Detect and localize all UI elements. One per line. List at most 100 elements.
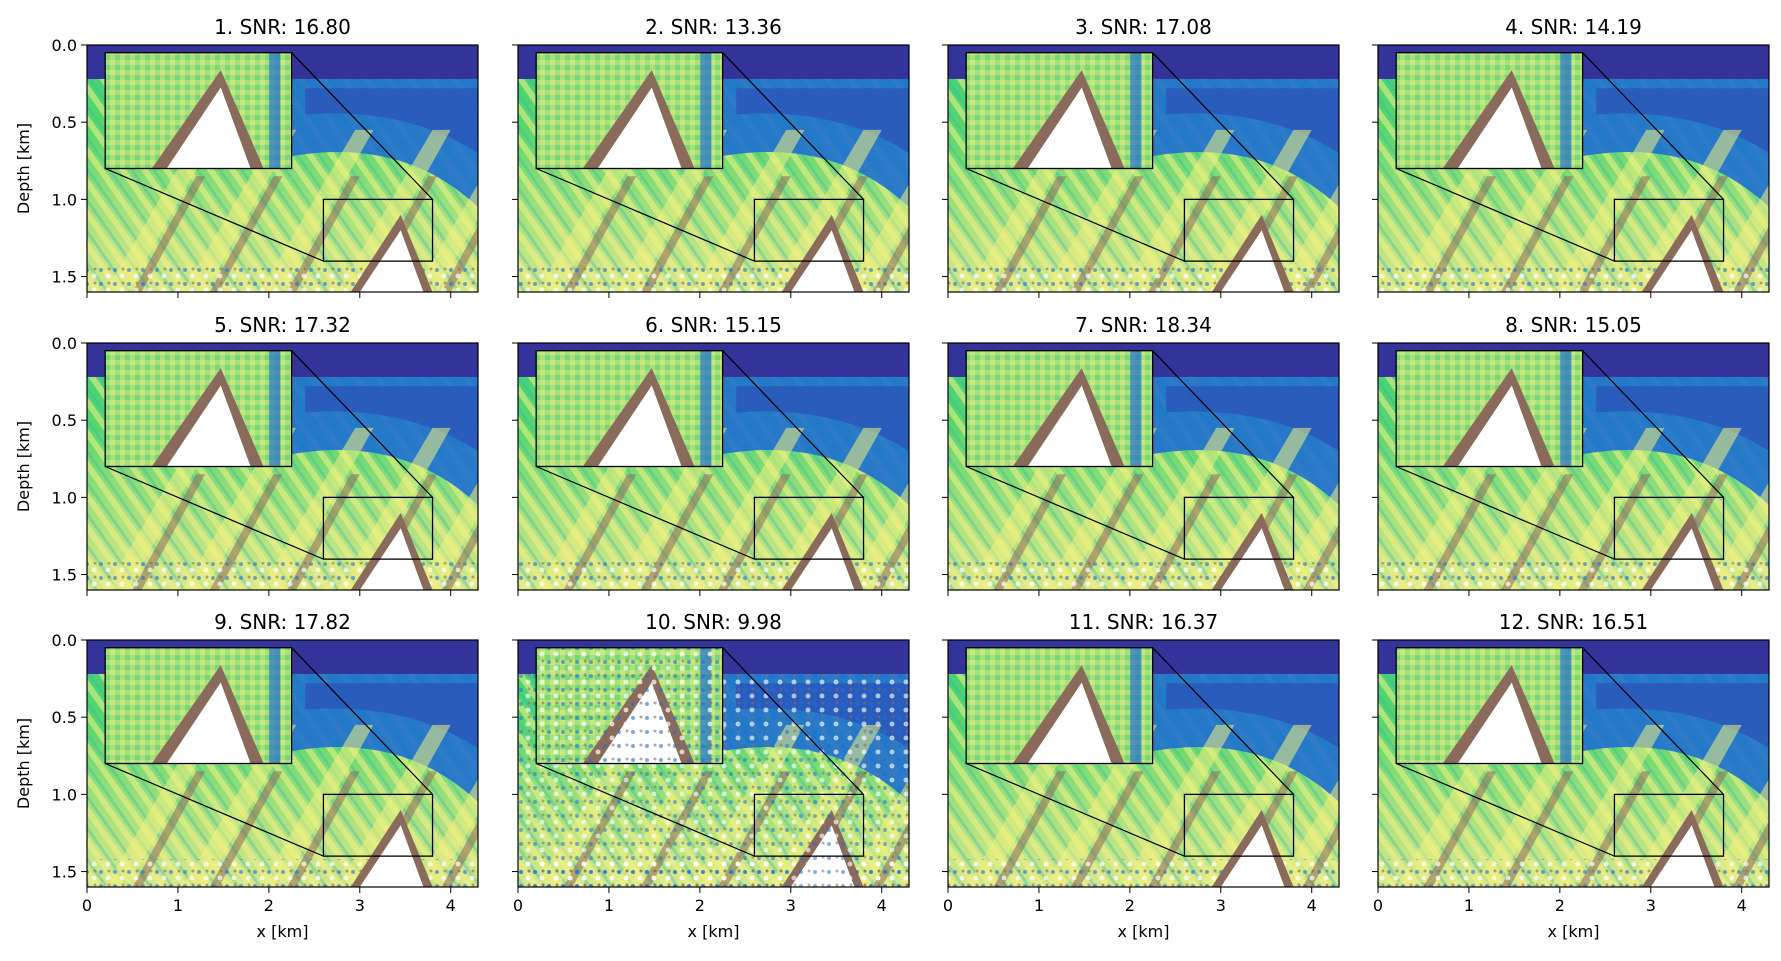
y-tick-label: 0.0 [52, 36, 77, 55]
x-tick-label: 0 [82, 896, 92, 915]
x-tick-label: 4 [1737, 896, 1747, 915]
zoom-region-box [1613, 793, 1725, 857]
y-tick-label: 1.0 [52, 488, 77, 507]
x-tick-label: 0 [943, 896, 953, 915]
axes-frame [947, 342, 1340, 591]
panel-title: 7. SNR: 18.34 [1075, 313, 1212, 337]
connector-line [291, 52, 433, 200]
zoom-region-box [1183, 793, 1295, 857]
x-tick-label: 1 [1034, 896, 1044, 915]
x-axis-label: x [km] [1548, 922, 1600, 941]
zoom-region-box [753, 198, 865, 262]
zoom-inset [535, 647, 724, 765]
y-tick-label: 1.5 [52, 268, 77, 287]
connector-line [1152, 52, 1294, 200]
zoom-inset [1395, 647, 1584, 765]
zoom-inset [965, 52, 1154, 170]
x-tick-label: 3 [786, 896, 796, 915]
axes-frame [1377, 342, 1770, 591]
connector-line [965, 762, 1185, 857]
axes-frame [86, 639, 479, 888]
velocity-image [518, 343, 909, 590]
panel-title: 3. SNR: 17.08 [1075, 15, 1212, 39]
panel-title: 9. SNR: 17.82 [214, 610, 351, 634]
zoom-region-box [753, 793, 865, 857]
zoom-region-box [322, 198, 434, 262]
connector-line [291, 647, 433, 795]
x-tick-label: 2 [264, 896, 274, 915]
y-axis-label: Depth [km] [14, 123, 33, 214]
panel-6: 6. SNR: 15.15 [512, 313, 910, 596]
connector-line [1395, 762, 1615, 857]
zoom-region-box [1613, 496, 1725, 560]
panel-title: 6. SNR: 15.15 [645, 313, 782, 337]
panel-10: 10. SNR: 9.98 0 1 2 3 4 x [km] [512, 610, 910, 941]
connector-line [722, 647, 864, 795]
zoom-inset [104, 52, 293, 170]
y-tick-label: 1.0 [52, 785, 77, 804]
zoom-region-box [753, 496, 865, 560]
panel-3: 3. SNR: 17.08 [942, 15, 1340, 298]
panel-2: 2. SNR: 13.36 [512, 15, 910, 298]
zoom-inset [104, 647, 293, 765]
connector-line [104, 762, 324, 857]
axes-frame [947, 44, 1340, 293]
panel-1: 1. SNR: 16.80 0.0 0.5 1.0 1.5 Depth [km] [14, 15, 479, 298]
y-tick-label: 0.0 [52, 334, 77, 353]
zoom-inset [104, 350, 293, 468]
x-tick-label: 2 [695, 896, 705, 915]
axes-frame [86, 342, 479, 591]
connector-line [965, 167, 1185, 262]
x-tick-label: 3 [1216, 896, 1226, 915]
panel-9: 9. SNR: 17.82 0 1 2 3 4 0.0 0.5 1.0 1.5 x [km] Dept… [14, 610, 479, 941]
x-tick-label: 0 [513, 896, 523, 915]
panel-title: 10. SNR: 9.98 [645, 610, 782, 634]
zoom-region-box [322, 496, 434, 560]
zoom-inset [535, 52, 724, 170]
y-axis-label: Depth [km] [14, 421, 33, 512]
y-tick-label: 0.5 [52, 411, 77, 430]
panel-12: 12. SNR: 16.51 0 1 2 3 4 x [km] [1372, 610, 1770, 941]
connector-line [535, 167, 755, 262]
x-axis-label: x [km] [257, 922, 309, 941]
axes-frame [517, 342, 910, 591]
panel-4: 4. SNR: 14.19 [1372, 15, 1770, 298]
connector-line [291, 350, 433, 498]
zoom-region-box [1183, 496, 1295, 560]
x-tick-label: 4 [1307, 896, 1317, 915]
connector-line [535, 465, 755, 560]
y-tick-label: 0.5 [52, 708, 77, 727]
x-tick-label: 2 [1125, 896, 1135, 915]
panel-title: 8. SNR: 15.05 [1505, 313, 1642, 337]
axes-frame [1377, 639, 1770, 888]
panel-8: 8. SNR: 15.05 [1372, 313, 1770, 596]
panel-title: 4. SNR: 14.19 [1505, 15, 1642, 39]
zoom-inset [965, 350, 1154, 468]
x-tick-label: 3 [1646, 896, 1656, 915]
connector-line [722, 52, 864, 200]
connector-line [1582, 52, 1724, 200]
panel-title: 5. SNR: 17.32 [214, 313, 351, 337]
axes-frame [86, 44, 479, 293]
y-tick-label: 1.0 [52, 190, 77, 209]
connector-line [1152, 647, 1294, 795]
y-tick-label: 0.0 [52, 631, 77, 650]
x-tick-label: 2 [1555, 896, 1565, 915]
x-tick-label: 0 [1373, 896, 1383, 915]
connector-line [104, 167, 324, 262]
x-tick-label: 1 [604, 896, 614, 915]
axes-frame [517, 44, 910, 293]
connector-line [535, 762, 755, 857]
connector-line [1395, 167, 1615, 262]
panel-title: 1. SNR: 16.80 [214, 15, 351, 39]
zoom-inset [535, 350, 724, 468]
connector-line [104, 465, 324, 560]
panel-title: 11. SNR: 16.37 [1069, 610, 1218, 634]
y-tick-label: 1.5 [52, 863, 77, 882]
x-tick-label: 1 [1464, 896, 1474, 915]
zoom-inset [965, 647, 1154, 765]
panel-title: 2. SNR: 13.36 [645, 15, 782, 39]
connector-line [965, 465, 1185, 560]
panel-11: 11. SNR: 16.37 0 1 2 3 4 x [km] [942, 610, 1340, 941]
